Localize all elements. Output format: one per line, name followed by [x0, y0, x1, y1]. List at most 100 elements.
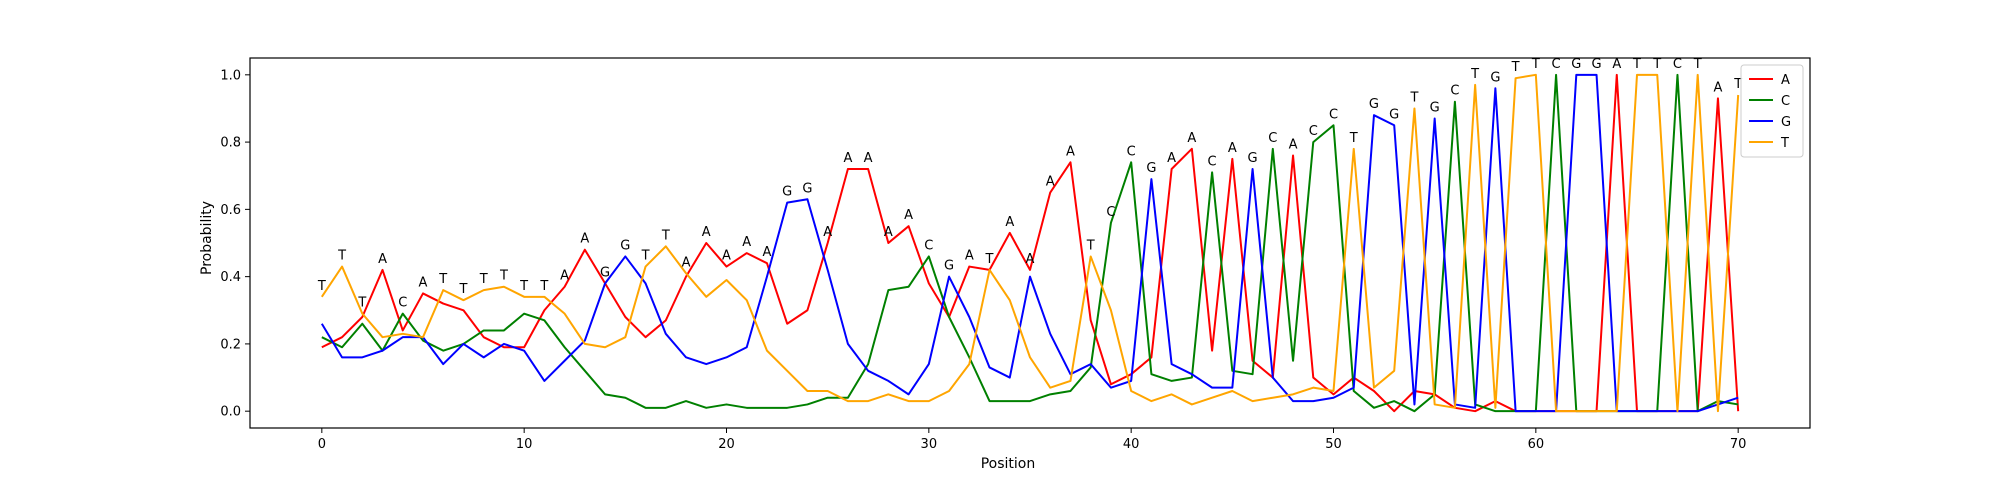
position-annotation: T [539, 279, 548, 294]
position-annotation: G [1430, 101, 1440, 116]
position-annotation: G [620, 238, 630, 253]
legend-label-G: G [1781, 115, 1791, 130]
position-annotation: T [1652, 57, 1661, 72]
y-tick-label: 0.4 [220, 270, 241, 285]
position-annotation: A [904, 208, 913, 223]
y-tick-label: 0.0 [220, 405, 241, 420]
x-tick-label: 10 [516, 437, 533, 452]
position-annotation: C [1268, 131, 1277, 146]
axes-frame [249, 57, 1811, 429]
position-annotation: T [985, 252, 994, 267]
position-annotation: A [1228, 141, 1237, 156]
position-annotation: A [1187, 131, 1196, 146]
position-annotation: T [1693, 57, 1702, 72]
position-annotation: T [458, 282, 467, 297]
position-annotation: T [438, 272, 447, 287]
position-annotation: C [1208, 154, 1217, 169]
position-annotation: A [1026, 252, 1035, 267]
position-annotation: G [944, 259, 954, 274]
axes: 0 10 20 30 40 50 60 70 0.0 0.2 0.4 0.6 0.8 1.0 [220, 57, 1811, 452]
position-annotation: T [1086, 238, 1095, 253]
legend-label-A: A [1781, 73, 1790, 88]
position-annotation: T [1531, 57, 1540, 72]
y-tick-label: 0.2 [220, 337, 241, 352]
series-line-C [321, 73, 1739, 413]
series-line-T [320, 73, 1740, 413]
x-tick-label: 60 [1528, 437, 1545, 452]
position-annotation: A [884, 225, 893, 240]
position-annotation: G [802, 181, 812, 196]
position-annotation: A [965, 249, 974, 264]
x-tick-label: 20 [718, 437, 735, 452]
position-annotation: A [1066, 144, 1075, 159]
position-annotation: A [843, 151, 852, 166]
position-annotation: T [1632, 57, 1641, 72]
legend-label-C: C [1781, 94, 1790, 109]
x-tick-label: 50 [1325, 437, 1342, 452]
legend-label-T: T [1780, 136, 1789, 151]
series-layer [320, 73, 1740, 413]
y-tick-label: 0.6 [220, 203, 241, 218]
position-annotation: A [742, 235, 751, 250]
position-annotation: A [763, 245, 772, 260]
position-annotation: T [1349, 131, 1358, 146]
position-annotation: G [1571, 57, 1581, 72]
position-annotation: C [1309, 124, 1318, 139]
position-annotation: G [1146, 161, 1156, 176]
position-annotation: A [1167, 151, 1176, 166]
position-annotation: A [560, 269, 569, 284]
position-annotation: T [337, 249, 346, 264]
position-annotation: G [1369, 97, 1379, 112]
legend-box [1740, 64, 1804, 158]
position-annotation: A [1005, 215, 1014, 230]
position-annotation: G [600, 265, 610, 280]
position-annotation: A [378, 252, 387, 267]
position-annotation: C [1106, 205, 1115, 220]
position-annotation: T [641, 249, 650, 264]
position-annotation: T [661, 228, 670, 243]
position-annotation: A [722, 249, 731, 264]
position-annotation: A [419, 275, 428, 290]
x-axis-label: Position [981, 456, 1036, 472]
position-annotation: C [924, 238, 933, 253]
x-tick-label: 40 [1123, 437, 1140, 452]
position-annotation: T [357, 296, 366, 311]
position-annotation: A [864, 151, 873, 166]
y-axis-label: Probability [199, 201, 215, 275]
position-annotation: C [1552, 57, 1561, 72]
x-tick-label: 0 [318, 437, 326, 452]
series-line-A [321, 73, 1740, 413]
position-annotation: T [499, 269, 508, 284]
position-annotation: T [519, 279, 528, 294]
position-annotation: C [398, 296, 407, 311]
position-annotation: T [317, 279, 326, 294]
position-annotation: A [1612, 57, 1621, 72]
position-annotation: T [1409, 90, 1418, 105]
position-annotation: C [1329, 107, 1338, 122]
position-annotation: T [1470, 67, 1479, 82]
y-tick-label: 1.0 [220, 68, 241, 83]
series-line-G [320, 73, 1739, 413]
position-annotation: C [1127, 144, 1136, 159]
position-annotation: A [1713, 80, 1722, 95]
position-annotation: C [1450, 84, 1459, 99]
position-annotation: A [682, 255, 691, 270]
position-annotation: G [1490, 70, 1500, 85]
position-annotation: T [479, 272, 488, 287]
position-annotation: G [782, 185, 792, 200]
y-tick-label: 0.8 [220, 136, 241, 151]
position-annotation: A [580, 232, 589, 247]
position-annotation: A [1046, 175, 1055, 190]
position-annotation: A [702, 225, 711, 240]
x-tick-label: 70 [1730, 437, 1747, 452]
position-annotation: T [1733, 77, 1742, 92]
position-annotation: A [823, 225, 832, 240]
position-annotation: G [1389, 107, 1399, 122]
position-annotation: A [1289, 138, 1298, 153]
x-tick-label: 30 [921, 437, 938, 452]
position-annotation: G [1591, 57, 1601, 72]
position-annotation: T [1511, 60, 1520, 75]
